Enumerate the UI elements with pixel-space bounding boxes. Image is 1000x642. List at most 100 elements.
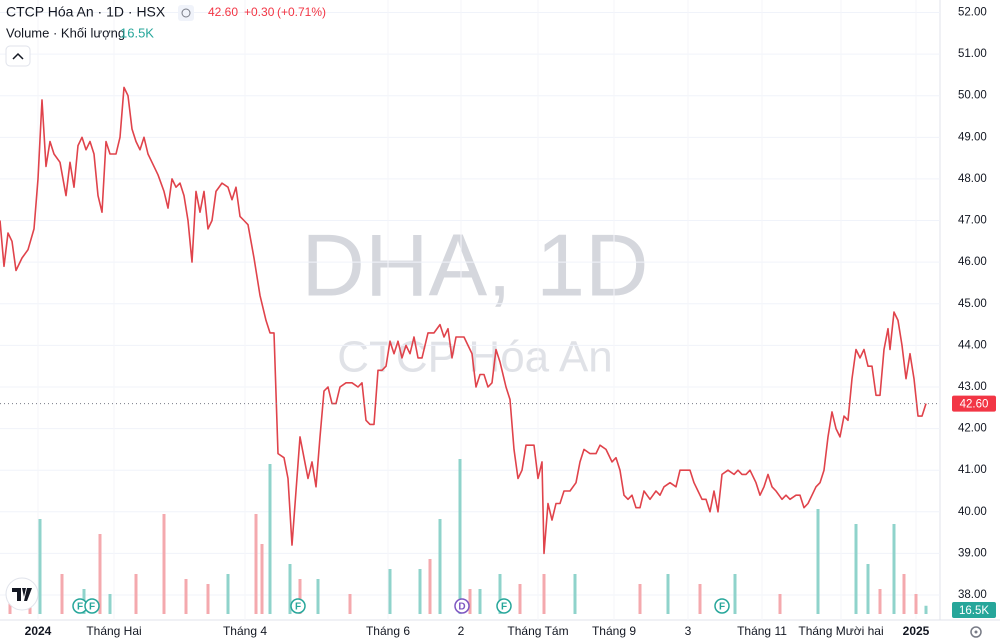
volume-bar (638, 584, 642, 614)
event-circle (496, 598, 512, 614)
volume-bar (878, 589, 882, 614)
volume-bar (206, 584, 210, 614)
volume-bar (733, 574, 737, 614)
event-label: F (295, 602, 301, 613)
x-tick-label: Tháng 11 (737, 624, 787, 638)
event-marker[interactable]: F (290, 598, 306, 614)
volume-bar (162, 514, 166, 614)
y-tick-label: 46.00 (958, 256, 987, 268)
volume-bar (134, 574, 138, 614)
symbol-title: CTCP Hóa An · 1D · HSX (6, 4, 166, 20)
watermark-symbol: DHA, 1D (301, 215, 648, 314)
event-label: F (719, 602, 725, 613)
x-tick-label: 3 (685, 624, 692, 638)
x-tick-label: Tháng Mười hai (798, 624, 883, 638)
settings-icon[interactable] (970, 626, 982, 638)
x-tick-label: Tháng Tám (507, 624, 568, 638)
y-tick-label: 44.00 (958, 339, 987, 351)
volume-bar (288, 564, 292, 614)
eye-icon[interactable] (178, 5, 194, 21)
collapse-button[interactable] (5, 45, 31, 67)
volume-bar (924, 605, 928, 614)
volume-bar (816, 509, 820, 614)
volume-bar (108, 594, 112, 614)
event-label: D (458, 602, 465, 613)
price-line (0, 86, 927, 555)
x-tick-label: Tháng 6 (366, 624, 410, 638)
price-change-pct: (+0.71%) (277, 5, 326, 19)
y-tick-label: 50.00 (958, 90, 987, 102)
y-tick-label: 38.00 (958, 589, 987, 601)
event-marker[interactable]: F (72, 598, 88, 614)
event-label: F (501, 602, 507, 613)
volume-bar (866, 564, 870, 614)
volume-tag-label: 16.5K (959, 605, 989, 617)
volume-bar (892, 524, 896, 614)
event-label: F (77, 602, 83, 613)
event-marker[interactable]: F (714, 598, 730, 614)
volume-bar (226, 574, 230, 614)
event-circle (714, 598, 730, 614)
last-price-tag (952, 395, 996, 412)
x-tick-label: 2025 (903, 624, 930, 638)
volume-bar (184, 579, 188, 614)
x-tick-label: Tháng 9 (592, 624, 636, 638)
y-tick-label: 47.00 (958, 215, 987, 227)
y-tick-label: 39.00 (958, 547, 987, 559)
volume-tag (952, 602, 996, 618)
volume-bar (268, 464, 272, 614)
volume-bar (698, 584, 702, 614)
y-tick-label: 40.00 (958, 506, 987, 518)
event-marker[interactable]: D (454, 598, 470, 614)
volume-bar (518, 584, 522, 614)
y-tick-label: 42.00 (958, 423, 987, 435)
volume-bar (542, 574, 546, 614)
volume-bar (60, 574, 64, 614)
volume-bar (666, 574, 670, 614)
volume-bar (98, 534, 102, 614)
x-tick-label: 2 (458, 624, 465, 638)
price-change: +0.30 (244, 5, 275, 19)
event-circle (290, 598, 306, 614)
price: 42.60 (208, 5, 238, 19)
volume-bar (438, 519, 442, 614)
volume-bar (418, 569, 422, 614)
event-circle (454, 598, 470, 614)
y-tick-label: 48.00 (958, 173, 987, 185)
volume-bar (260, 544, 264, 614)
volume-bar (298, 579, 302, 614)
volume-bar (854, 524, 858, 614)
volume-bar (348, 594, 352, 614)
x-tick-label: Tháng 4 (223, 624, 267, 638)
y-tick-label: 43.00 (958, 381, 987, 393)
volume-bar (388, 569, 392, 614)
volume-value: 16.5K (120, 25, 154, 40)
y-tick-label: 51.00 (958, 48, 987, 60)
last-price-label: 42.60 (960, 399, 989, 411)
y-tick-label: 45.00 (958, 298, 987, 310)
event-circle (84, 598, 100, 614)
volume-bar (778, 594, 782, 614)
y-tick-label: 41.00 (958, 464, 987, 476)
y-tick-label: 52.00 (958, 7, 987, 19)
volume-bar (914, 594, 918, 614)
tv-logo (5, 577, 39, 611)
volume-bar (573, 574, 577, 614)
event-marker[interactable]: F (84, 598, 100, 614)
volume-bar (498, 574, 502, 614)
volume-title: Volume · Khối lượng (6, 25, 125, 40)
volume-bar (254, 514, 258, 614)
volume-bar (428, 559, 432, 614)
event-label: F (89, 602, 95, 613)
volume-bar (316, 579, 320, 614)
x-tick-label: 2024 (25, 624, 52, 638)
x-tick-label: Tháng Hai (86, 624, 141, 638)
y-tick-label: 49.00 (958, 131, 987, 143)
volume-bar (458, 459, 462, 614)
volume-bar (478, 589, 482, 614)
volume-bar (902, 574, 906, 614)
event-marker[interactable]: F (496, 598, 512, 614)
volume-bar (38, 519, 42, 614)
volume-bar (468, 589, 472, 614)
